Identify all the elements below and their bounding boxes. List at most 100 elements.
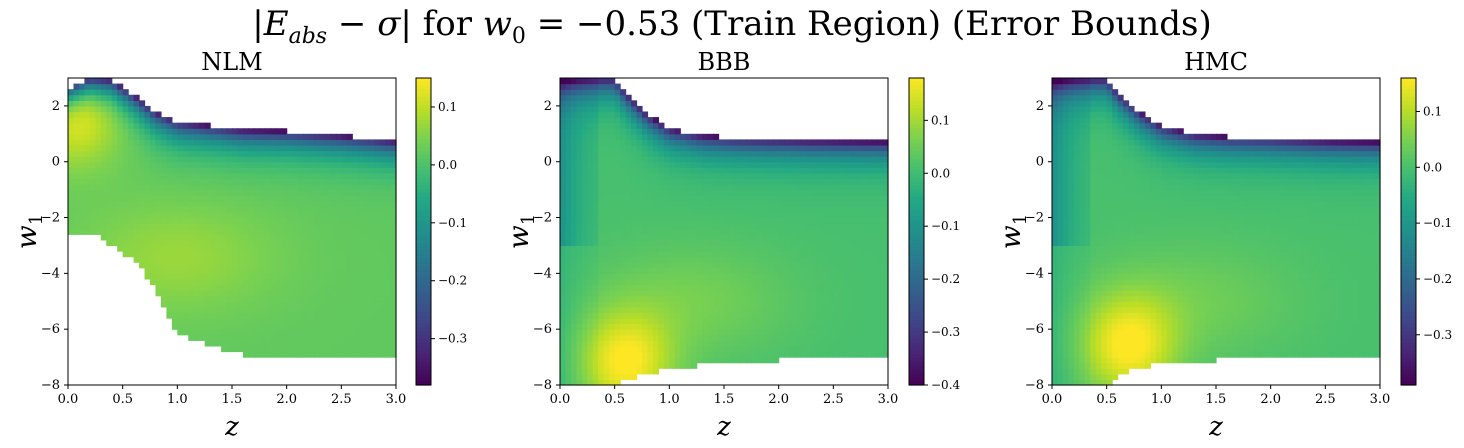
heatmap-cell	[576, 211, 583, 219]
heatmap-cell	[565, 228, 572, 235]
heatmap-cell	[188, 267, 195, 274]
heatmap-cell	[565, 256, 572, 263]
heatmap-cell	[374, 161, 381, 168]
heatmap-cell	[390, 161, 397, 168]
heatmap-cell	[335, 228, 342, 235]
heatmap-cell	[636, 312, 643, 319]
heatmap-cell	[319, 139, 326, 146]
heatmap-cell	[286, 334, 293, 341]
heatmap-cell	[603, 223, 610, 230]
heatmap-cell	[844, 217, 851, 224]
heatmap-cell	[286, 312, 293, 319]
colorbar-segment	[416, 173, 431, 179]
heatmap-cell	[237, 200, 244, 207]
heatmap-cell	[379, 278, 386, 286]
heatmap-cell	[625, 306, 632, 314]
heatmap-cell	[877, 228, 884, 235]
heatmap-cell	[270, 273, 277, 280]
heatmap-cell	[811, 223, 818, 230]
heatmap-cell	[658, 301, 665, 308]
heatmap-cell	[756, 345, 763, 353]
heatmap-cell	[560, 262, 567, 269]
heatmap-cell	[308, 284, 315, 291]
heatmap-cell	[751, 284, 758, 291]
heatmap-cell	[718, 357, 725, 364]
heatmap-cell	[691, 234, 698, 241]
heatmap-cell	[128, 133, 135, 140]
heatmap-cell	[570, 340, 577, 347]
heatmap-cell	[838, 340, 845, 347]
heatmap-cell	[866, 161, 873, 168]
heatmap-cell	[133, 100, 140, 107]
heatmap-cell	[581, 368, 588, 375]
heatmap-cell	[696, 306, 703, 314]
heatmap-cell	[270, 184, 277, 191]
colorbar-segment	[416, 208, 431, 213]
heatmap-cell	[674, 228, 681, 235]
heatmap-cell	[827, 301, 834, 308]
heatmap-cell	[877, 189, 884, 196]
heatmap-cell	[696, 334, 703, 341]
heatmap-cell	[221, 312, 228, 319]
heatmap-cell	[248, 295, 255, 302]
heatmap-cell	[100, 94, 107, 101]
heatmap-cell	[838, 195, 845, 202]
heatmap-cell	[811, 217, 818, 224]
colorbar-segment	[416, 158, 431, 164]
heatmap-cell	[204, 228, 211, 235]
colorbar-segment	[416, 189, 431, 194]
heatmap-cell	[592, 161, 599, 168]
heatmap-cell	[95, 94, 102, 101]
heatmap-cell	[674, 278, 681, 286]
heatmap-cell	[232, 278, 239, 286]
heatmap-cell	[95, 189, 102, 196]
heatmap-cell	[117, 189, 124, 196]
heatmap-cell	[669, 150, 676, 157]
heatmap-cell	[718, 245, 725, 252]
heatmap-cell	[756, 340, 763, 347]
heatmap-cell	[762, 267, 769, 274]
heatmap-cell	[308, 312, 315, 319]
heatmap-cell	[341, 256, 348, 263]
heatmap-cell	[827, 340, 834, 347]
heatmap-cell	[647, 206, 654, 213]
heatmap-cell	[860, 144, 867, 152]
heatmap-cell	[84, 133, 91, 140]
heatmap-cell	[106, 117, 113, 124]
heatmap-cell	[581, 122, 588, 129]
heatmap-cell	[111, 100, 118, 107]
heatmap-cell	[341, 200, 348, 207]
heatmap-cell	[560, 128, 567, 135]
heatmap-cell	[122, 117, 129, 124]
heatmap-cell	[242, 228, 249, 235]
heatmap-cell	[330, 278, 337, 286]
heatmap-cell	[193, 172, 200, 180]
heatmap-cell	[199, 301, 206, 308]
heatmap-cell	[199, 217, 206, 224]
heatmap-cell	[253, 273, 260, 280]
heatmap-cell	[696, 273, 703, 280]
heatmap-cell	[740, 156, 747, 163]
heatmap-cell	[718, 267, 725, 274]
heatmap-cell	[144, 239, 151, 247]
heatmap-cell	[882, 262, 889, 269]
heatmap-cell	[882, 189, 889, 196]
heatmap-cell	[860, 351, 867, 358]
heatmap-cell	[68, 228, 75, 235]
heatmap-cell	[385, 139, 392, 146]
heatmap-cell	[718, 234, 725, 241]
heatmap-cell	[232, 251, 239, 258]
heatmap-cell	[614, 295, 621, 302]
heatmap-cell	[877, 139, 884, 146]
heatmap-cell	[576, 312, 583, 319]
heatmap-cell	[631, 156, 638, 163]
heatmap-cell	[871, 340, 878, 347]
heatmap-cell	[773, 262, 780, 269]
heatmap-cell	[674, 345, 681, 353]
heatmap-cell	[286, 139, 293, 146]
heatmap-cell	[581, 239, 588, 247]
heatmap-cell	[729, 312, 736, 319]
heatmap-cell	[674, 301, 681, 308]
heatmap-cell	[669, 351, 676, 358]
heatmap-cell	[215, 128, 222, 135]
